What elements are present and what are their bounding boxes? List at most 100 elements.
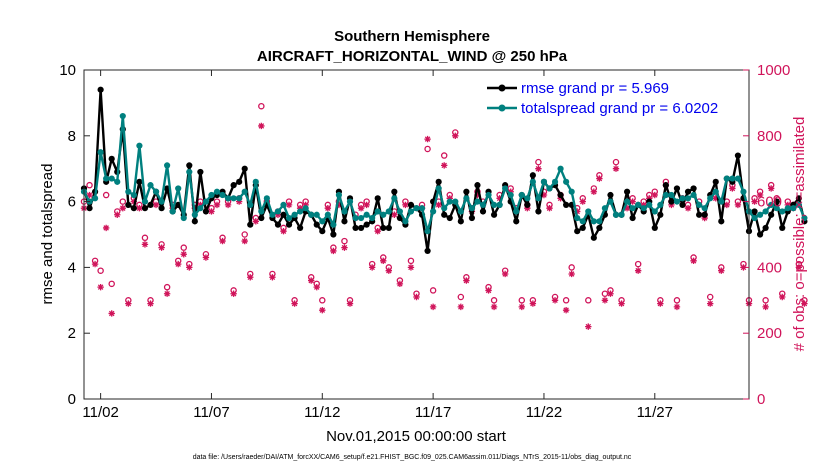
totalspread-point <box>684 195 692 202</box>
obs-assimilated-point <box>729 185 736 192</box>
totalspread-point <box>114 178 121 185</box>
totalspread-point <box>751 214 758 222</box>
obs-possible-point <box>457 293 465 301</box>
obs-assimilated-point <box>546 204 553 212</box>
obs-assimilated-point <box>562 306 570 314</box>
obs-assimilated-point <box>524 204 531 212</box>
obs-assimilated-point <box>285 201 293 209</box>
obs-assimilated-point <box>91 260 99 268</box>
obs-assimilated-point <box>751 198 758 205</box>
totalspread-point <box>119 112 126 120</box>
totalspread-point <box>463 195 470 202</box>
obs-possible-point <box>163 283 171 291</box>
rmse-point <box>285 221 293 228</box>
obs-assimilated-point <box>540 191 548 199</box>
obs-assimilated-point <box>197 201 204 209</box>
obs-assimilated-point <box>280 228 287 235</box>
rmse-point <box>280 211 287 218</box>
obs-assimilated-point <box>485 287 492 294</box>
totalspread-point <box>175 185 182 192</box>
obs-assimilated-point <box>291 300 298 307</box>
obs-assimilated-point <box>441 162 448 169</box>
rmse-point <box>352 224 359 232</box>
totalspread-point <box>313 211 320 218</box>
rmse-point <box>97 86 104 93</box>
totalspread-point <box>418 205 426 212</box>
totalspread-point <box>662 191 669 199</box>
rmse-point <box>319 228 326 235</box>
obs-possible-point <box>706 293 714 301</box>
totalspread-point <box>374 208 381 215</box>
totalspread-point <box>147 182 154 189</box>
obs-possible-point <box>535 158 542 166</box>
obs-assimilated-point <box>402 201 409 209</box>
totalspread-point <box>357 214 365 222</box>
y-tick-label: 2 <box>68 325 76 342</box>
obs-assimilated-point <box>429 303 437 311</box>
obs-possible-point <box>429 287 437 294</box>
totalspread-point <box>219 191 226 199</box>
totalspread-point <box>202 198 210 205</box>
totalspread-point <box>585 208 592 215</box>
obs-assimilated-point <box>640 201 647 209</box>
obs-assimilated-point <box>252 218 259 225</box>
totalspread-point <box>629 205 636 212</box>
totalspread-point <box>718 198 725 205</box>
x-tick-label: 11/17 <box>415 404 451 421</box>
totalspread-point <box>346 198 354 205</box>
totalspread-point <box>91 195 99 202</box>
totalspread-point <box>385 208 392 215</box>
obs-assimilated-point <box>308 277 315 284</box>
obs-possible-point <box>612 158 620 166</box>
totalspread-point <box>130 191 137 199</box>
obs-assimilated-point <box>507 188 514 195</box>
totalspread-point <box>247 201 254 208</box>
obs-possible-point <box>585 297 592 304</box>
totalspread-point <box>729 175 736 182</box>
obs-assimilated-point <box>385 267 392 274</box>
totalspread-point <box>308 211 315 218</box>
rmse-point <box>768 211 775 218</box>
obs-assimilated-point <box>501 270 509 278</box>
obs-assimilated-point <box>380 257 387 265</box>
obs-assimilated-point <box>269 274 276 281</box>
totalspread-point <box>236 195 243 202</box>
totalspread-point <box>208 191 215 199</box>
totalspread-point <box>513 208 520 215</box>
obs-assimilated-point <box>463 277 470 284</box>
obs-possible-point <box>440 152 448 159</box>
totalspread-point <box>330 221 337 228</box>
totalspread-point <box>352 214 359 222</box>
obs-assimilated-point <box>274 211 282 218</box>
totalspread-point <box>668 191 675 199</box>
totalspread-point <box>601 205 609 212</box>
obs-assimilated-point <box>446 195 453 202</box>
obs-assimilated-point <box>579 198 586 205</box>
obs-assimilated-point <box>407 264 415 271</box>
obs-assimilated-point <box>258 122 265 130</box>
x-tick-label: 11/07 <box>193 404 229 421</box>
rmse-point <box>579 224 586 232</box>
obs-assimilated-point <box>795 264 803 271</box>
plot-area <box>84 70 749 399</box>
totalspread-point <box>125 188 132 195</box>
y-axis-label: rmse and totalspread <box>39 164 56 305</box>
obs-assimilated-point <box>557 195 564 202</box>
obs-assimilated-point <box>219 237 226 245</box>
obs-assimilated-point <box>302 201 309 209</box>
totalspread-point <box>241 188 248 195</box>
obs-assimilated-point <box>756 191 764 199</box>
obs-assimilated-point <box>646 195 653 202</box>
rmse-point <box>524 201 531 208</box>
y2-tick-label: 1000 <box>757 62 790 79</box>
obs-possible-point <box>241 231 248 238</box>
obs-assimilated-point <box>424 135 431 143</box>
totalspread-point <box>430 208 437 215</box>
totalspread-point <box>424 228 431 235</box>
rmse-point <box>513 218 520 225</box>
totalspread-point <box>529 178 536 185</box>
totalspread-point <box>485 191 492 199</box>
obs-assimilated-point <box>163 290 171 297</box>
totalspread-point <box>651 208 658 215</box>
totalspread-point <box>635 201 642 208</box>
